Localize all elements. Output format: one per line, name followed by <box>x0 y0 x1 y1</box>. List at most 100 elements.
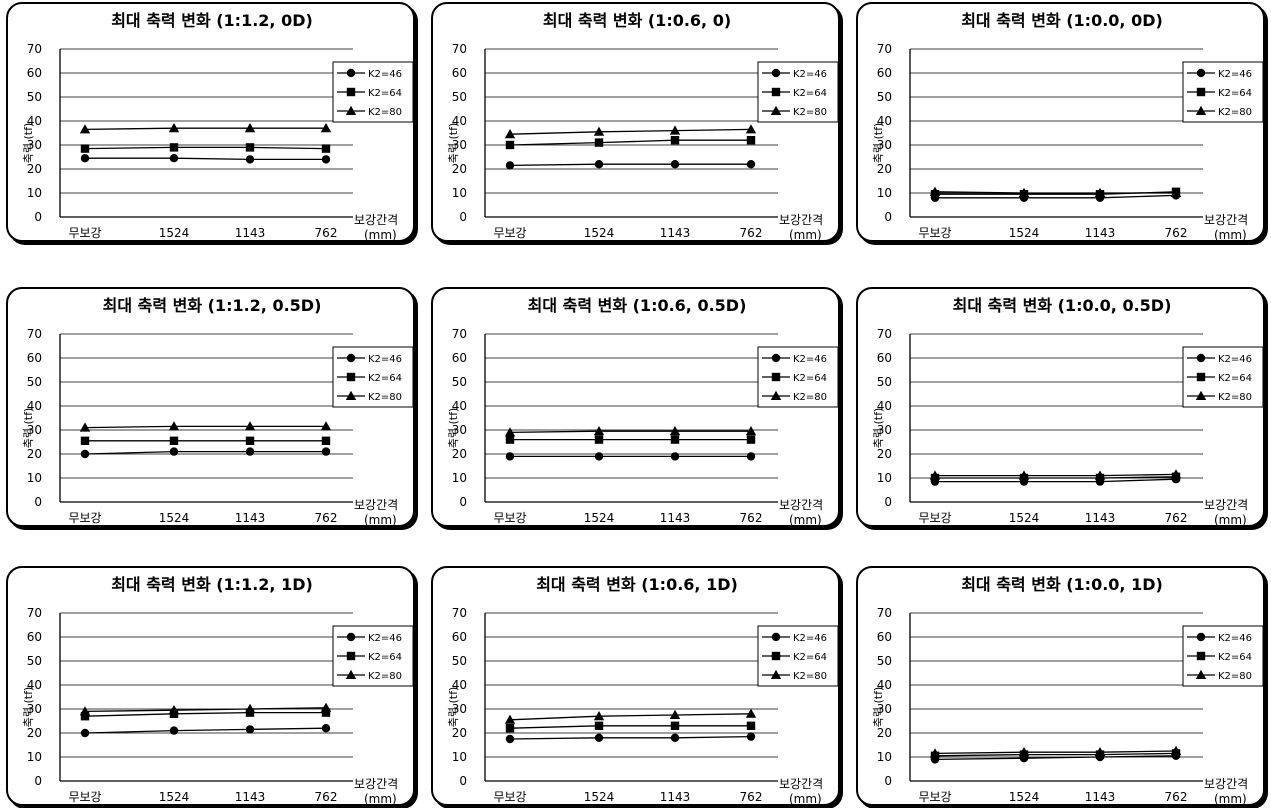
y-tick-label: 0 <box>34 495 42 509</box>
x-tick-label: 무보강 <box>68 226 101 240</box>
series-line-K2=46 <box>509 163 751 167</box>
legend-label: K2=64 <box>793 373 827 384</box>
legend-label: K2=64 <box>1218 373 1252 384</box>
x-tick-label: 1143 <box>1085 790 1116 804</box>
legend-marker <box>346 651 356 661</box>
data-point <box>1094 747 1106 757</box>
y-tick-label: 30 <box>877 138 892 152</box>
legend: K2=46 K2=64 K2=80 <box>332 61 414 123</box>
y-tick-label: 30 <box>27 138 42 152</box>
data-point <box>79 422 91 432</box>
y-tick-label: 10 <box>452 186 467 200</box>
data-point <box>321 447 331 456</box>
data-point <box>169 436 179 445</box>
y-tick-label: 50 <box>27 375 42 389</box>
series-line-K2=80 <box>84 127 326 131</box>
y-tick-label: 20 <box>27 726 42 740</box>
x-tick-label: 1143 <box>1085 226 1116 240</box>
legend: K2=46 K2=64 K2=80 <box>757 61 839 123</box>
y-tick-label: 40 <box>877 114 892 128</box>
data-point <box>79 124 91 134</box>
data-point <box>746 452 756 461</box>
chart-title: 최대 축력 변화 (1:0.6, 1D) <box>536 575 738 594</box>
x-tick-label: 762 <box>740 226 763 240</box>
y-tick-label: 40 <box>27 678 42 692</box>
data-point <box>1170 745 1182 755</box>
chart-title: 최대 축력 변화 (1:0.6, 0.5D) <box>528 296 747 315</box>
y-tick-label: 10 <box>877 471 892 485</box>
legend-label: K2=46 <box>793 633 827 644</box>
x-tick-label: 762 <box>315 511 338 525</box>
legend-label: K2=64 <box>793 88 827 99</box>
y-axis-label: 축력 (tf) <box>872 408 885 449</box>
chart-panel-1: 최대 축력 변화 (1:1.2, 0D) 0 10 20 30 40 50 60 70 축력 (t… <box>6 2 415 242</box>
y-tick-label: 10 <box>27 471 42 485</box>
y-axis-label: 축력 (tf) <box>872 123 885 164</box>
y-tick-label: 40 <box>27 114 42 128</box>
series-line-K2=80 <box>84 707 327 713</box>
data-point <box>505 435 515 444</box>
legend-marker <box>1196 353 1206 363</box>
data-point <box>594 733 604 742</box>
y-tick-label: 60 <box>27 66 42 80</box>
data-point <box>321 144 331 153</box>
data-point <box>320 421 332 431</box>
y-tick-label: 20 <box>27 447 42 461</box>
y-tick-label: 50 <box>27 654 42 668</box>
legend-label: K2=80 <box>368 671 402 682</box>
legend-box <box>332 61 414 123</box>
x-axis-unit: (mm) <box>789 228 822 242</box>
data-point <box>504 714 516 724</box>
data-point <box>245 447 255 456</box>
y-tick-label: 50 <box>452 90 467 104</box>
y-tick-label: 50 <box>27 90 42 104</box>
legend: K2=46 K2=64 K2=80 <box>332 625 414 687</box>
series-line-K2=64 <box>84 146 327 150</box>
legend-marker <box>771 87 781 97</box>
x-tick-label: 무보강 <box>493 226 526 240</box>
x-tick-label: 1524 <box>159 511 190 525</box>
data-point <box>594 452 604 461</box>
series-line-K2=64 <box>935 476 1177 479</box>
data-point <box>504 129 516 139</box>
data-point <box>321 724 331 733</box>
data-point <box>504 427 516 437</box>
chart-title: 최대 축력 변화 (1:0.0, 1D) <box>961 575 1163 594</box>
y-tick-label: 0 <box>884 495 892 509</box>
x-tick-label: 762 <box>740 790 763 804</box>
data-point <box>244 421 256 431</box>
x-tick-label: 무보강 <box>68 790 101 804</box>
data-point <box>745 708 757 718</box>
legend-label: K2=46 <box>368 69 402 80</box>
data-point <box>670 733 680 742</box>
y-tick-label: 10 <box>452 471 467 485</box>
series-line-K2=46 <box>934 755 1177 761</box>
x-tick-label: 762 <box>315 790 338 804</box>
data-point <box>745 426 757 436</box>
data-point <box>80 712 90 721</box>
data-point <box>245 155 255 164</box>
chart-svg: 최대 축력 변화 (1:0.6, 0) 0 10 20 30 40 50 60 70 축력 (tf… <box>447 11 839 242</box>
x-tick-label: 762 <box>1165 790 1188 804</box>
y-tick-label: 70 <box>877 327 892 341</box>
data-point <box>670 136 680 145</box>
y-tick-label: 50 <box>452 375 467 389</box>
series-line-K2=46 <box>509 735 752 740</box>
y-axis-label: 축력 (tf) <box>447 687 460 728</box>
y-axis-label: 축력 (tf) <box>447 408 460 449</box>
y-tick-label: 30 <box>27 423 42 437</box>
chart-svg: 최대 축력 변화 (1:1.2, 1D) 0 10 20 30 40 50 60 70 축력 (t… <box>22 575 414 806</box>
x-axis-unit: (mm) <box>1214 792 1247 806</box>
x-axis-label: 보강간격 <box>1204 213 1248 227</box>
y-tick-label: 20 <box>452 726 467 740</box>
y-tick-label: 60 <box>27 630 42 644</box>
x-tick-label: 1524 <box>159 790 190 804</box>
chart-title: 최대 축력 변화 (1:0.0, 0D) <box>961 11 1163 30</box>
y-tick-label: 50 <box>877 375 892 389</box>
data-point <box>1170 187 1182 197</box>
series-line-K2=64 <box>509 139 751 146</box>
legend: K2=46 K2=64 K2=80 <box>332 346 414 408</box>
chart-panel-7: 최대 축력 변화 (1:1.2, 1D) 0 10 20 30 40 50 60 70 축력 (t… <box>6 566 415 806</box>
legend-label: K2=64 <box>1218 88 1252 99</box>
x-axis-unit: (mm) <box>364 513 397 527</box>
